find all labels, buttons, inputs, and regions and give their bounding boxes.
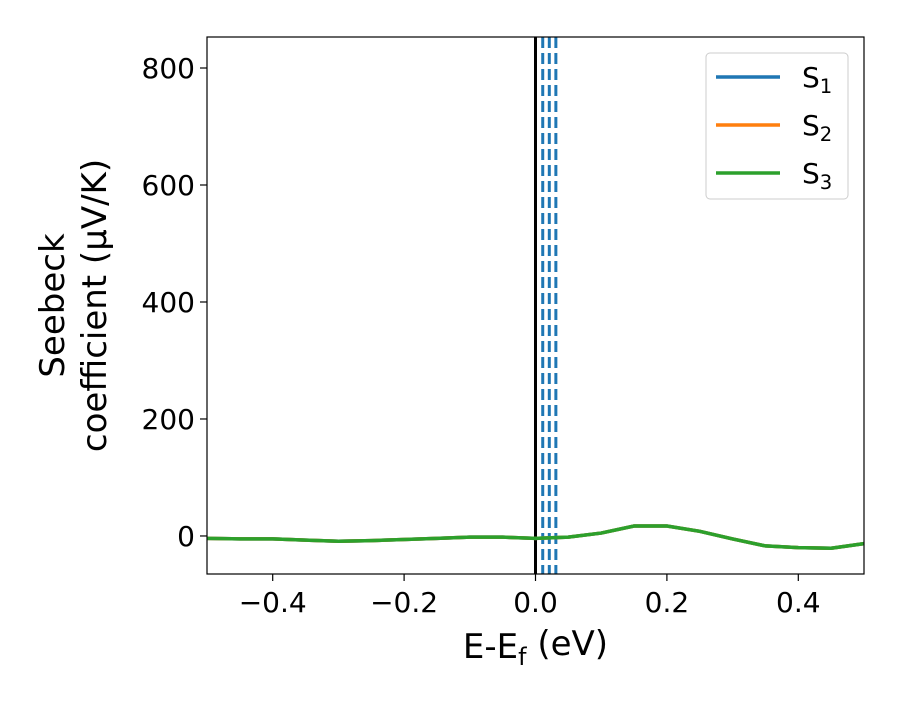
x-tick-label: −0.4	[239, 586, 307, 619]
series-line	[206, 524, 865, 551]
plot-frame	[206, 36, 865, 575]
y-tick-label: 600	[142, 169, 195, 202]
legend-label: S2	[802, 109, 832, 146]
x-tick-label: −0.2	[370, 586, 438, 619]
y-tick-label: 0	[177, 520, 195, 553]
x-axis-label: E-Ef (eV)	[463, 624, 608, 671]
x-tick-label: 0.4	[776, 586, 821, 619]
legend-label: S3	[802, 157, 832, 194]
x-tick-label: 0.2	[645, 586, 690, 619]
y-tick-label: 400	[142, 286, 195, 319]
y-tick-label: 800	[142, 52, 195, 85]
legend-label: S1	[802, 61, 832, 98]
y-tick-label: 200	[142, 403, 195, 436]
x-tick-label: 0.0	[513, 586, 558, 619]
y-axis-label: Seebeck	[33, 233, 73, 378]
y-axis-label: coefficient (μV/K)	[75, 159, 115, 452]
